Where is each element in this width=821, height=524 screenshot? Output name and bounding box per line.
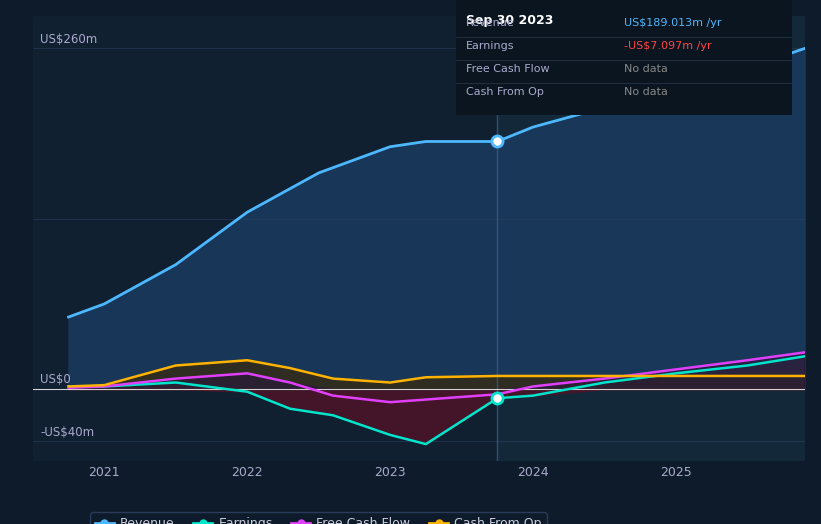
Text: US$260m: US$260m: [40, 33, 97, 46]
Text: -US$40m: -US$40m: [40, 426, 94, 439]
Text: Revenue: Revenue: [466, 18, 515, 28]
Legend: Revenue, Earnings, Free Cash Flow, Cash From Op: Revenue, Earnings, Free Cash Flow, Cash …: [90, 512, 547, 524]
Text: No data: No data: [624, 87, 667, 97]
Text: Past: Past: [464, 23, 490, 35]
Text: US$0: US$0: [40, 374, 71, 387]
Text: No data: No data: [624, 64, 667, 74]
Text: Free Cash Flow: Free Cash Flow: [466, 64, 549, 74]
Bar: [498, 16, 805, 461]
Text: Earnings: Earnings: [466, 41, 514, 51]
Text: Analysts Forecasts: Analysts Forecasts: [504, 23, 621, 35]
Text: Sep 30 2023: Sep 30 2023: [466, 14, 553, 27]
Text: Cash From Op: Cash From Op: [466, 87, 544, 97]
Bar: [33, 16, 498, 461]
Text: US$189.013m /yr: US$189.013m /yr: [624, 18, 722, 28]
Text: -US$7.097m /yr: -US$7.097m /yr: [624, 41, 712, 51]
